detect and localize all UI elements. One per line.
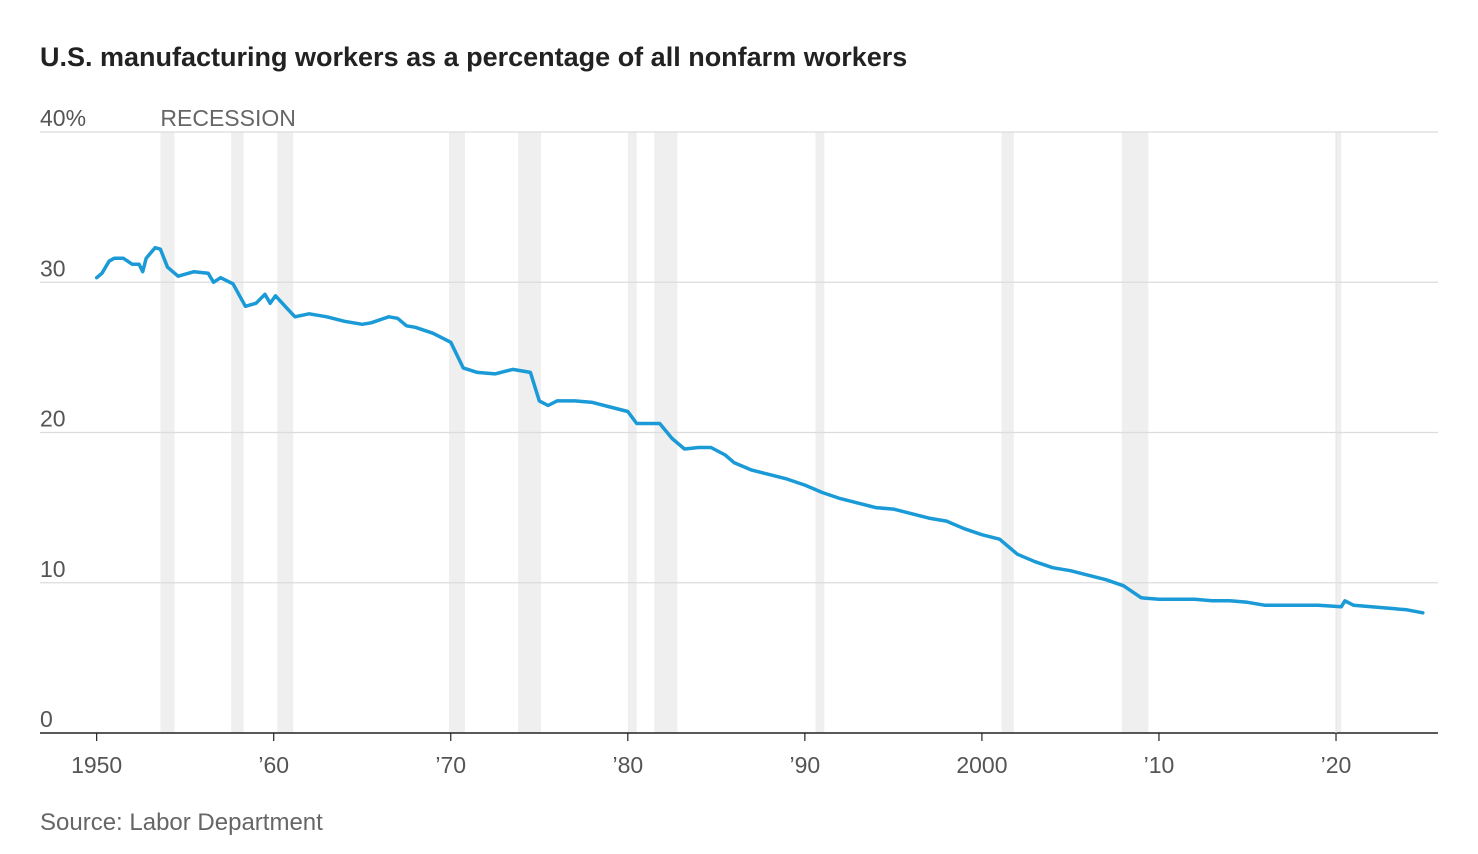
x-tick-label: 1950 bbox=[71, 752, 122, 778]
chart-title: U.S. manufacturing workers as a percenta… bbox=[40, 42, 907, 72]
data-line bbox=[94, 245, 1425, 615]
x-tick-label: ’60 bbox=[258, 752, 289, 778]
x-tick-label: ’90 bbox=[790, 752, 821, 778]
x-tick-label: ’20 bbox=[1321, 752, 1352, 778]
source-note: Source: Labor Department bbox=[40, 809, 323, 836]
y-tick-label: 30 bbox=[40, 255, 66, 281]
recession-label: RECESSION bbox=[160, 105, 295, 131]
x-tick-label: ’70 bbox=[435, 752, 466, 778]
y-tick-label: 10 bbox=[40, 556, 66, 582]
x-tick-label: 2000 bbox=[956, 752, 1007, 778]
x-tick-label: ’10 bbox=[1144, 752, 1175, 778]
y-tick-label: 20 bbox=[40, 406, 66, 432]
y-tick-label: 0 bbox=[40, 706, 53, 732]
y-tick-label: 40% bbox=[40, 105, 86, 131]
x-tick-label: ’80 bbox=[612, 752, 643, 778]
